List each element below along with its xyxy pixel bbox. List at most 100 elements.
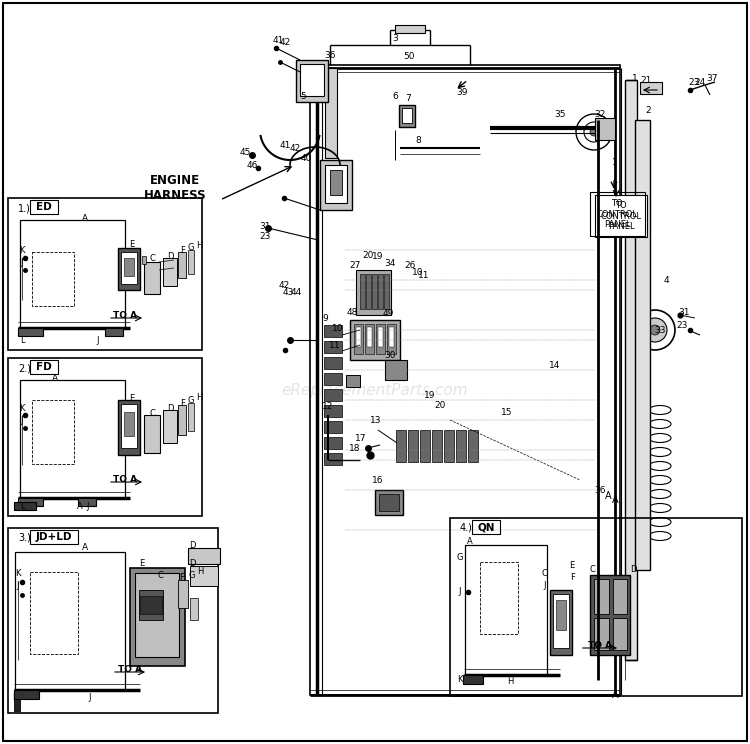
Text: A: A [77,501,83,510]
Bar [30,200,58,214]
Bar [590,192,645,236]
Text: F: F [571,574,575,583]
Text: 40: 40 [300,153,312,162]
Text: 10: 10 [413,268,424,277]
Bar [463,675,483,684]
Bar [324,453,342,465]
Bar [324,373,342,385]
Bar [556,600,566,630]
Text: A: A [82,214,88,222]
Text: TO
CONTROL
PANEL: TO CONTROL PANEL [601,201,641,231]
Bar [32,252,74,306]
Text: 24: 24 [694,77,706,86]
Text: G: G [457,554,464,562]
Text: 19: 19 [424,391,436,400]
Text: D: D [189,559,195,568]
Bar [384,274,389,309]
Bar [296,60,328,102]
Text: 1: 1 [612,158,618,167]
Bar [432,430,442,462]
Text: 17: 17 [356,434,367,443]
Text: 11: 11 [329,341,340,350]
Bar [356,327,361,347]
Bar [8,528,218,713]
Bar [324,389,342,401]
Bar [188,403,194,431]
Text: 23: 23 [260,231,271,240]
Text: 18: 18 [350,443,361,452]
Text: 48: 48 [346,307,358,316]
Text: A: A [604,491,611,501]
Text: 13: 13 [370,415,382,425]
Text: 50: 50 [404,51,415,60]
Text: 23: 23 [676,321,688,330]
Bar [30,572,78,654]
Bar [354,324,363,354]
Bar [188,548,220,564]
Text: 34: 34 [384,258,396,268]
Text: 1.): 1.) [18,203,31,213]
Bar [163,410,177,443]
Text: 3.): 3.) [18,533,31,543]
Text: A: A [52,373,58,382]
Bar [324,405,342,417]
Bar [366,274,371,309]
Bar [550,590,572,655]
Text: L: L [20,336,24,344]
Text: J: J [21,415,23,425]
Text: A: A [467,537,473,547]
Text: F: F [181,246,185,254]
Text: L: L [12,693,16,702]
Text: 32: 32 [594,109,606,118]
Circle shape [590,128,598,136]
Text: eReplacementParts.com: eReplacementParts.com [282,382,468,397]
Text: 14: 14 [549,361,561,370]
Bar [135,573,179,657]
Text: C: C [149,254,155,263]
Text: 42: 42 [278,280,290,289]
Text: TO A: TO A [113,475,137,484]
Bar [590,575,630,655]
Text: TO A: TO A [118,664,142,673]
Text: J: J [459,588,461,597]
Bar [456,430,466,462]
Text: K: K [15,569,21,579]
Bar [178,405,186,435]
Bar [324,437,342,449]
Bar [444,430,454,462]
Text: 20: 20 [362,251,374,260]
Bar [385,360,407,380]
Bar [375,490,403,515]
Text: J: J [544,580,546,589]
Bar [408,430,418,462]
Bar [142,256,146,264]
Bar [594,579,609,614]
Bar [118,248,140,290]
Bar [468,430,478,462]
Text: 4: 4 [663,275,669,284]
Bar [190,598,198,620]
Text: JD+LD: JD+LD [36,532,72,542]
Text: E: E [140,559,145,568]
Text: 42: 42 [280,37,291,47]
Text: 26: 26 [404,260,416,269]
Bar [324,325,342,337]
Text: C: C [149,408,155,417]
Bar [30,530,78,544]
Text: D: D [189,540,195,550]
Text: 33: 33 [654,326,666,335]
Text: 3: 3 [392,33,398,42]
Bar [324,421,342,433]
Text: 2: 2 [645,106,651,115]
Text: QN: QN [477,522,495,532]
Bar [324,341,342,353]
Text: E: E [569,562,574,571]
Bar [14,699,20,711]
Text: 8: 8 [416,135,421,144]
Bar [372,274,377,309]
Bar [124,412,134,436]
Bar [18,328,43,336]
Text: A: A [82,542,88,551]
Bar [325,68,337,158]
Bar [396,430,406,462]
